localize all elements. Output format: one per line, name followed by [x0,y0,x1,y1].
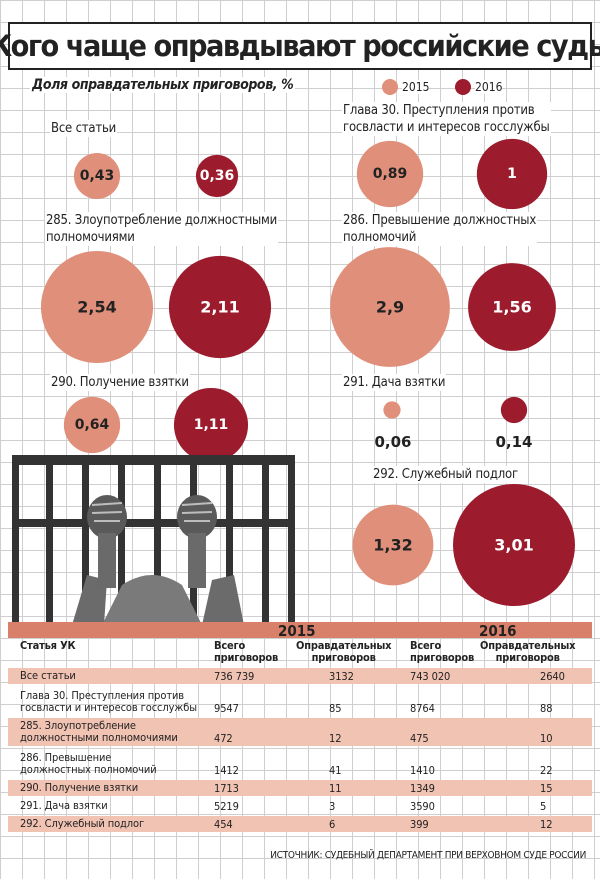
bubble-value-2015-0: 0,43 [80,168,115,184]
table-cell-acquit-2015: 3132 [329,670,354,683]
bubble-value-2015-6: 1,32 [373,536,412,555]
bubble-2015-4 [63,396,121,454]
category-label-286: 286. Превышение должностных полномочий [342,212,538,246]
table-col-acquit-2015: Оправдательных приговоров [296,639,392,664]
table-col-article: Статья УК [20,639,76,652]
table-row-name: 292. Служебный подлог [20,817,145,830]
category-label-all: Все статьи [50,120,118,137]
bubble-value-2016-0: 0,36 [200,168,235,184]
table-cell-acquit-2016: 12 [540,818,553,831]
table-cell-acquit-2015: 11 [329,782,342,795]
table-col-total-2016: Всего приговоров [410,639,475,664]
table-cell-total-2015: 9547 [214,702,239,715]
category-label-ch30: Глава 30. Преступления против госвласти … [342,102,551,136]
category-label-285: 285. Злоупотребление должностными полном… [45,212,279,246]
table-cell-total-2016: 3590 [410,800,435,813]
legend-label-2015: 2015 [402,80,430,94]
legend-swatch-2016 [455,79,471,95]
category-label-292: 292. Служебный подлог [372,466,519,483]
table-cell-acquit-2016: 2640 [540,670,565,683]
table-cell-total-2016: 1410 [410,764,435,777]
page-title: Кого чаще оправдывают российские суды [0,29,600,63]
table-cell-acquit-2016: 22 [540,764,553,777]
bubble-value-2015-1: 0,89 [373,166,408,182]
table-year-2016: 2016 [479,622,517,640]
table-row-band [8,816,592,832]
bubble-2015-3 [330,247,450,367]
jail-bars-illustration [12,455,295,625]
table-cell-acquit-2016: 10 [540,732,553,745]
table-row-name: 285. Злоупотребление должностными полномо… [20,719,178,744]
table-cell-total-2016: 1349 [410,782,435,795]
table-cell-acquit-2016: 88 [540,702,553,715]
table-cell-total-2015: 472 [214,732,233,745]
table-cell-acquit-2016: 15 [540,782,553,795]
source-note: ИСТОЧНИК: СУДЕБНЫЙ ДЕПАРТАМЕНТ ПРИ ВЕРХО… [270,850,586,861]
table-cell-total-2016: 475 [410,732,429,745]
table-row-band [8,780,592,796]
table-cell-acquit-2015: 3 [329,800,336,813]
bubble-value-2016-3: 1,56 [492,298,531,317]
bubble-value-2015-4: 0,64 [75,417,110,433]
bubble-2015-6 [352,504,434,586]
bubble-value-2015-3: 2,9 [376,298,404,317]
table-row-band [8,718,592,746]
bubble-2016-1 [476,138,548,210]
title-box: Кого чаще оправдывают российские суды [0,22,600,70]
table-cell-acquit-2015: 6 [329,818,336,831]
table-row-name: 286. Превышение должностных полномочий [20,751,157,776]
table-cell-acquit-2016: 5 [540,800,547,813]
table-cell-total-2015: 5219 [214,800,239,813]
table-row-name: Все статьи [20,669,76,682]
table-cell-acquit-2015: 41 [329,764,342,777]
bubble-2016-6 [453,484,575,606]
bubble-2015-5 [383,401,401,419]
bubble-value-2016-5: 0,14 [495,433,532,451]
table-cell-total-2016: 743 020 [410,670,451,683]
table-cell-total-2015: 736 739 [214,670,255,683]
bubble-value-2016-4: 1,11 [194,417,229,433]
table-row-band [8,668,592,684]
table-cell-total-2016: 399 [410,818,429,831]
table-col-total-2015: Всего приговоров [214,639,279,664]
bubble-2015-0 [73,152,121,200]
bubble-value-2016-1: 1 [507,166,517,182]
table-year-2015: 2015 [278,622,316,640]
bubble-value-2016-2: 2,11 [200,298,239,317]
bubble-value-2015-5: 0,06 [374,433,411,451]
bubble-2016-4 [173,387,249,463]
legend-swatch-2015 [382,79,398,95]
table-col-acquit-2016: Оправдательных приговоров [480,639,576,664]
table-row-name: 290. Получение взятки [20,781,139,794]
bubble-2016-0 [195,154,239,198]
table-cell-total-2015: 1412 [214,764,239,777]
table-row-name: Глава 30. Преступления против госвласти и… [20,689,197,714]
bubble-value-2015-2: 2,54 [77,298,116,317]
table-cell-acquit-2015: 85 [329,702,342,715]
table-cell-total-2016: 8764 [410,702,435,715]
table-header-band [8,622,592,638]
bubble-2016-2 [168,255,272,359]
table-row-name: 291. Дача взятки [20,799,108,812]
bubble-chart: 0,43 0,36 0,89 1 2,54 2,11 2,9 1,56 0,64 1,11 0,06… [40,138,575,606]
category-label-290: 290. Получение взятки [50,374,190,391]
legend-label-2016: 2016 [475,80,503,94]
table-cell-acquit-2015: 12 [329,732,342,745]
table-cell-total-2015: 1713 [214,782,239,795]
bubble-2015-1 [356,140,424,208]
bubble-value-2016-6: 3,01 [494,536,533,555]
bubble-2016-5 [500,396,528,424]
category-label-291: 291. Дача взятки [342,374,447,391]
table-cell-total-2015: 454 [214,818,233,831]
chart-subtitle: Доля оправдательных приговоров, % [30,77,296,93]
bubble-2015-2 [40,250,154,364]
bubble-2016-3 [468,263,556,351]
